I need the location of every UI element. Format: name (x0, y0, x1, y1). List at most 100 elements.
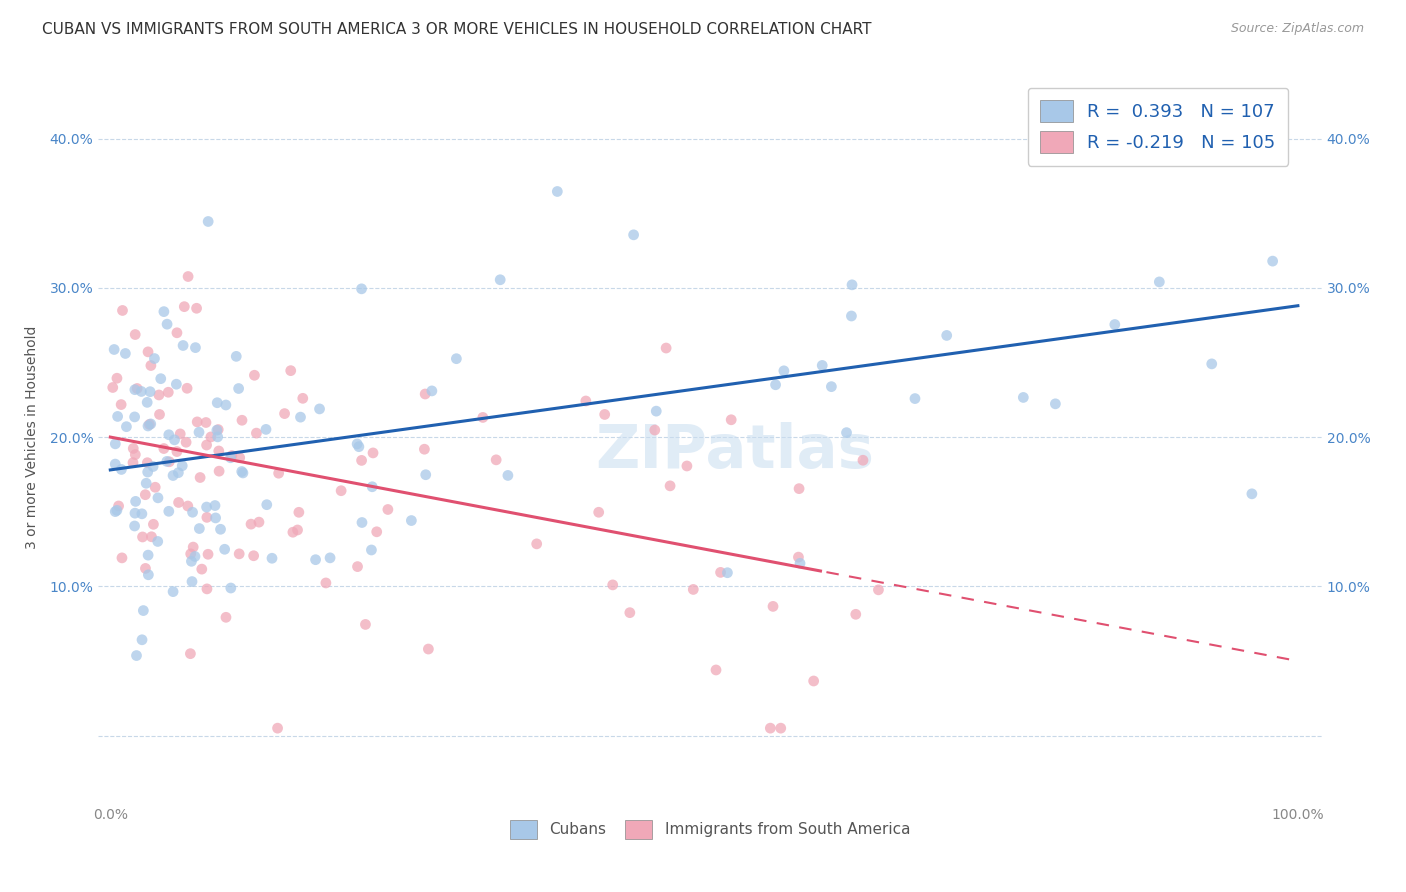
Point (841, 309, 863, 323)
Point (242, 549, 264, 563)
Point (260, 551, 283, 566)
Point (288, 505, 311, 519)
Point (174, 435, 197, 450)
Point (247, 515, 270, 529)
Legend: Cubans, Immigrants from South America: Cubans, Immigrants from South America (502, 813, 918, 847)
Point (720, 413, 742, 427)
Point (716, 566, 738, 580)
Point (107, 499, 129, 513)
Point (124, 383, 146, 397)
Point (157, 427, 180, 442)
Point (165, 377, 187, 392)
Point (935, 328, 957, 343)
Point (273, 407, 295, 421)
Point (101, 380, 124, 394)
Point (232, 466, 254, 480)
Point (134, 561, 156, 575)
Point (110, 462, 132, 476)
Point (231, 413, 253, 427)
Point (125, 648, 148, 663)
Point (136, 465, 159, 479)
Text: CUBAN VS IMMIGRANTS FROM SOUTH AMERICA 3 OR MORE VEHICLES IN HOUSEHOLD CORRELATI: CUBAN VS IMMIGRANTS FROM SOUTH AMERICA 3… (42, 22, 872, 37)
Point (361, 480, 384, 494)
Point (215, 610, 238, 624)
Point (347, 440, 370, 454)
Point (602, 578, 624, 592)
Point (103, 343, 125, 357)
Point (131, 530, 153, 544)
Point (107, 409, 129, 424)
Point (1201, 357, 1223, 371)
Point (820, 379, 842, 393)
Point (131, 507, 153, 521)
Point (413, 442, 436, 457)
Text: Source: ZipAtlas.com: Source: ZipAtlas.com (1230, 22, 1364, 36)
Point (181, 540, 204, 554)
Y-axis label: 3 or more Vehicles in Household: 3 or more Vehicles in Household (24, 326, 38, 549)
Point (243, 368, 266, 383)
Point (214, 542, 236, 557)
Point (619, 606, 641, 620)
Point (134, 488, 156, 502)
Point (526, 537, 548, 551)
Point (136, 395, 159, 409)
Point (485, 453, 508, 467)
Point (240, 517, 263, 532)
Point (115, 419, 138, 434)
Point (172, 338, 194, 352)
Point (588, 505, 610, 519)
Point (142, 459, 165, 474)
Point (136, 419, 159, 434)
Point (1149, 275, 1171, 289)
Point (496, 468, 519, 483)
Point (139, 359, 162, 373)
Point (136, 548, 159, 562)
Point (132, 603, 155, 617)
Point (124, 409, 146, 424)
Point (354, 617, 377, 632)
Point (287, 523, 309, 537)
Point (787, 550, 810, 565)
Point (205, 423, 228, 437)
Point (228, 450, 250, 465)
Point (208, 444, 231, 458)
Point (623, 227, 645, 242)
Point (105, 503, 128, 517)
Point (281, 525, 304, 540)
Point (245, 426, 267, 441)
Point (138, 567, 160, 582)
Point (143, 480, 166, 494)
Point (188, 470, 211, 484)
Point (803, 673, 825, 688)
Point (280, 364, 302, 378)
Point (291, 392, 314, 406)
Point (149, 372, 172, 386)
Point (659, 479, 682, 493)
Point (177, 269, 200, 284)
Point (254, 422, 277, 436)
Point (575, 394, 598, 409)
Point (330, 483, 353, 498)
Point (184, 341, 207, 355)
Point (219, 581, 242, 595)
Point (186, 301, 208, 316)
Point (156, 317, 179, 331)
Point (645, 404, 668, 418)
Point (266, 721, 288, 735)
Point (682, 582, 704, 597)
Point (835, 425, 858, 440)
Point (141, 530, 163, 544)
Point (215, 398, 238, 412)
Point (308, 401, 330, 416)
Point (759, 721, 782, 735)
Point (188, 522, 211, 536)
Point (197, 214, 219, 228)
Point (181, 505, 204, 519)
Point (200, 430, 222, 444)
Point (186, 415, 208, 429)
Point (787, 482, 810, 496)
Point (148, 408, 170, 422)
Point (195, 510, 218, 524)
Point (360, 543, 382, 558)
Point (188, 425, 211, 440)
